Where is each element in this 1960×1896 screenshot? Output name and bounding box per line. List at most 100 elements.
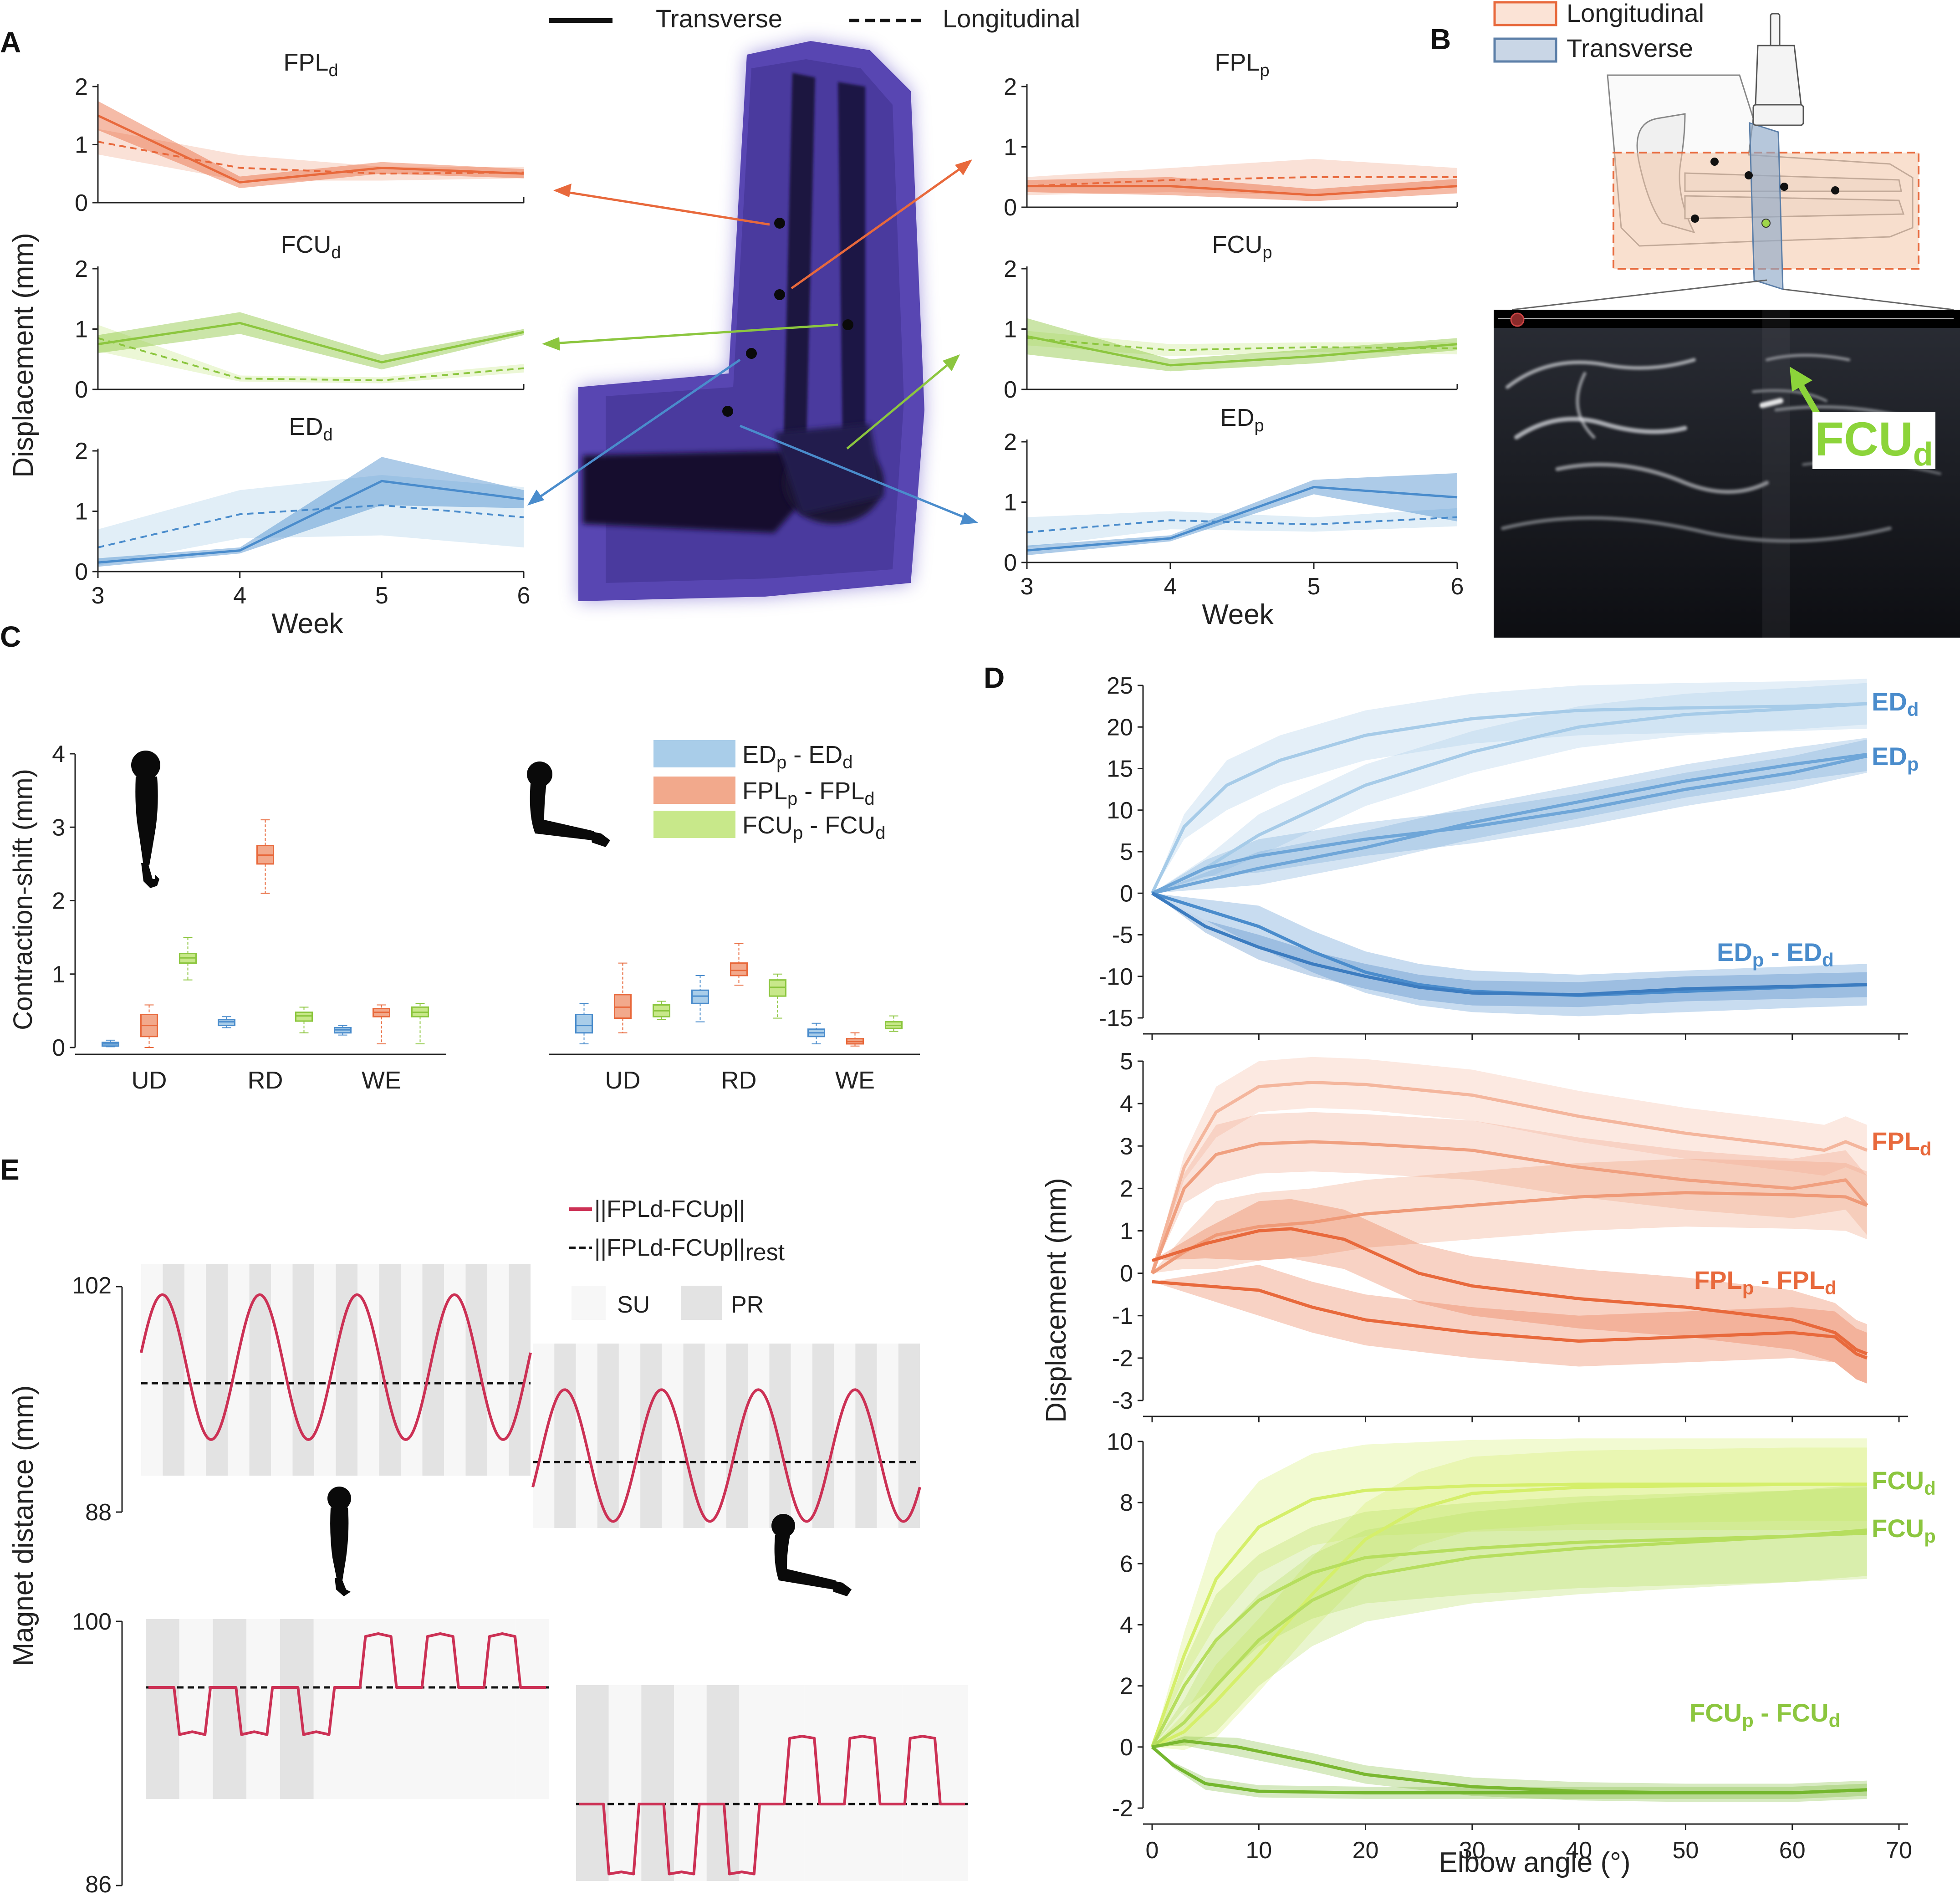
y-tick-label: 1 bbox=[1004, 317, 1017, 343]
distance-line bbox=[148, 1632, 546, 1736]
x-tick-label: 6 bbox=[517, 583, 531, 609]
su-stripe bbox=[313, 1619, 347, 1799]
arrow-fcu-p-head bbox=[943, 354, 960, 371]
x-tick-label: 10 bbox=[1245, 1837, 1272, 1864]
panel-e: Magnet distance (mm) 102 88 100 86 ||FPLd-F… bbox=[8, 1196, 968, 1896]
box-rd-1 bbox=[256, 819, 274, 894]
su-stripe bbox=[804, 1685, 837, 1881]
arrow-fpl-p-head bbox=[955, 159, 972, 175]
line-fcup bbox=[1150, 1531, 1867, 1748]
panel-label-e: E bbox=[0, 1153, 20, 1186]
x-tick-label: UD bbox=[605, 1067, 641, 1094]
arrow-fcu-p bbox=[846, 357, 957, 450]
box-rd-0 bbox=[691, 975, 709, 1022]
box-we-0 bbox=[807, 1022, 825, 1044]
su-stripe bbox=[533, 1344, 555, 1528]
box-ud-0 bbox=[102, 1039, 119, 1048]
y-tick-label: 4 bbox=[1120, 1612, 1133, 1639]
chart-title-main: ED bbox=[1220, 404, 1254, 431]
y-tick-label: 1 bbox=[1120, 1218, 1133, 1245]
box-body bbox=[691, 989, 709, 1004]
line-longitudinal bbox=[97, 337, 524, 382]
chart-title-main: FPL bbox=[283, 49, 328, 76]
band-longitudinal bbox=[98, 475, 524, 566]
arrow-fcu-d bbox=[546, 323, 838, 345]
box-rd-0 bbox=[218, 1016, 235, 1028]
x-tick-label: 50 bbox=[1673, 1837, 1699, 1864]
y-tick-label: 1 bbox=[75, 499, 88, 525]
label-fpl-d: FPLd bbox=[1872, 1127, 1931, 1160]
y-tick-label: 4 bbox=[52, 741, 65, 767]
panel-a: Transverse Longitudinal Displacement (mm… bbox=[8, 4, 1464, 639]
line-transverse bbox=[1026, 335, 1458, 367]
arm-bent-silhouette-e bbox=[771, 1514, 852, 1596]
legend-fpl-swatch bbox=[653, 777, 735, 804]
y-tick-label: 5 bbox=[1120, 1048, 1133, 1075]
x-tick-label: RD bbox=[248, 1067, 283, 1094]
y-tick-label: 10 bbox=[1107, 797, 1133, 824]
band-edd bbox=[1152, 679, 1867, 894]
chart-title: FCUd bbox=[281, 231, 341, 262]
band-fplp-fpld-2 bbox=[1152, 1265, 1867, 1384]
su-stripe bbox=[877, 1344, 898, 1528]
legend-b-longitudinal: Longitudinal bbox=[1567, 0, 1704, 27]
pr-stripe bbox=[812, 1344, 834, 1528]
y-tick-label: 0 bbox=[1004, 194, 1017, 221]
arrow-ed-p bbox=[740, 424, 975, 523]
chart-title-sub: d bbox=[328, 61, 338, 80]
chart-ed-p: EDp 0 1 2 3 4 5 6 bbox=[1004, 404, 1464, 600]
su-stripe bbox=[481, 1619, 516, 1799]
y-tick-label: 10 bbox=[1107, 1429, 1133, 1455]
band-fcup-fcud bbox=[1152, 1736, 1867, 1802]
box-rd-1 bbox=[730, 943, 748, 986]
panel-label-c: C bbox=[0, 620, 21, 653]
y-tick-label: 102 bbox=[72, 1273, 112, 1299]
distance-line bbox=[579, 1735, 965, 1876]
arm-down-silhouette bbox=[131, 751, 160, 888]
su-stripe bbox=[228, 1264, 250, 1476]
pr-stripe bbox=[146, 1619, 179, 1799]
zoom-line-right bbox=[1782, 288, 1954, 311]
subplot-bottom-right bbox=[576, 1685, 968, 1881]
y-tick-label: 4 bbox=[1120, 1091, 1133, 1117]
chart-title-main: FCU bbox=[1212, 231, 1262, 258]
pr-stripe bbox=[706, 1685, 740, 1881]
line-edp-edd-return bbox=[1151, 892, 1867, 997]
su-stripe bbox=[246, 1619, 280, 1799]
y-tick-label: 15 bbox=[1107, 756, 1133, 782]
panel-e-ylabel: Magnet distance (mm) bbox=[8, 1385, 39, 1666]
x-tick-label: 60 bbox=[1779, 1837, 1806, 1864]
y-tick-label: 0 bbox=[75, 377, 88, 403]
fcu-d-arrow-head bbox=[1790, 367, 1812, 392]
box-ud-2 bbox=[179, 937, 197, 981]
line-transverse bbox=[1027, 185, 1458, 197]
legend-fpl-label: FPLp - FPLd bbox=[742, 777, 875, 809]
chart-ed-d: EDd 0 1 2 3 4 5 6 bbox=[75, 413, 530, 609]
panel-d-xlabel: Elbow angle (°) bbox=[1439, 1847, 1630, 1878]
x-tick-label: WE bbox=[362, 1067, 401, 1094]
arrow-ed-d bbox=[530, 358, 741, 505]
x-tick-label: 4 bbox=[1164, 573, 1177, 600]
band-transverse bbox=[1027, 177, 1457, 201]
x-tick-label: 3 bbox=[1021, 573, 1034, 600]
line-fcud-return bbox=[1151, 1482, 1867, 1748]
line-fpld-2 bbox=[1150, 1140, 1868, 1274]
chart-fcu-d: FCUd 0 1 2 bbox=[75, 231, 525, 403]
chart-fcu-p: FCUp 0 1 2 bbox=[1004, 231, 1458, 403]
y-tick-label: 0 bbox=[75, 559, 88, 585]
su-stripe bbox=[381, 1619, 414, 1799]
y-tick-label: 2 bbox=[52, 888, 65, 915]
box-body bbox=[614, 994, 632, 1019]
panel-label-a: A bbox=[0, 26, 21, 59]
y-tick-label: -2 bbox=[1112, 1795, 1133, 1822]
legend-e-line-label: ||FPLd-FCUp|| bbox=[594, 1196, 745, 1222]
y-tick-label: 0 bbox=[1120, 1734, 1133, 1761]
arrow-fpl-p bbox=[791, 160, 971, 290]
line-edd bbox=[1150, 702, 1867, 894]
line-fpld-3 bbox=[1151, 1191, 1868, 1275]
box-we-2 bbox=[885, 1015, 903, 1032]
arrow-fcu-d-head bbox=[542, 337, 560, 351]
su-stripe bbox=[576, 1344, 597, 1528]
